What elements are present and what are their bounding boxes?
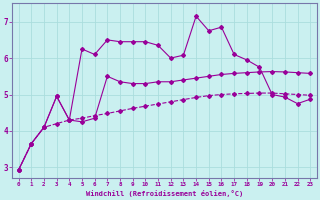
- X-axis label: Windchill (Refroidissement éolien,°C): Windchill (Refroidissement éolien,°C): [86, 190, 243, 197]
